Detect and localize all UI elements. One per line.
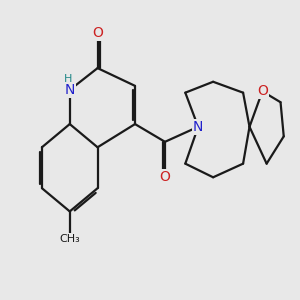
Text: N: N — [64, 83, 75, 97]
Text: O: O — [257, 84, 268, 98]
Text: O: O — [160, 170, 170, 184]
Text: CH₃: CH₃ — [59, 234, 80, 244]
Text: N: N — [193, 120, 203, 134]
Text: O: O — [92, 26, 103, 40]
Text: H: H — [64, 74, 73, 84]
